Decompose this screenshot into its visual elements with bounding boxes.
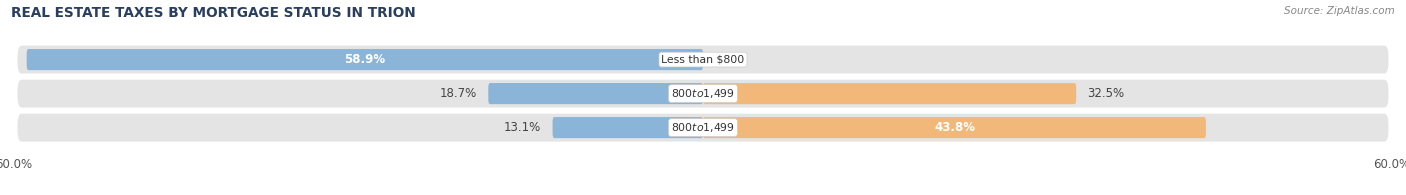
Text: 0.0%: 0.0% xyxy=(714,53,744,66)
FancyBboxPatch shape xyxy=(703,83,1076,104)
FancyBboxPatch shape xyxy=(27,49,703,70)
FancyBboxPatch shape xyxy=(17,114,1389,142)
Text: Less than $800: Less than $800 xyxy=(661,55,745,65)
FancyBboxPatch shape xyxy=(17,46,1389,74)
Text: 18.7%: 18.7% xyxy=(440,87,477,100)
Text: 58.9%: 58.9% xyxy=(344,53,385,66)
Text: REAL ESTATE TAXES BY MORTGAGE STATUS IN TRION: REAL ESTATE TAXES BY MORTGAGE STATUS IN … xyxy=(11,6,416,20)
Text: 13.1%: 13.1% xyxy=(503,121,541,134)
FancyBboxPatch shape xyxy=(488,83,703,104)
Text: 43.8%: 43.8% xyxy=(934,121,974,134)
FancyBboxPatch shape xyxy=(17,80,1389,108)
Text: $800 to $1,499: $800 to $1,499 xyxy=(671,121,735,134)
Text: 32.5%: 32.5% xyxy=(1088,87,1125,100)
FancyBboxPatch shape xyxy=(703,117,1206,138)
FancyBboxPatch shape xyxy=(553,117,703,138)
Text: $800 to $1,499: $800 to $1,499 xyxy=(671,87,735,100)
Text: Source: ZipAtlas.com: Source: ZipAtlas.com xyxy=(1284,6,1395,16)
